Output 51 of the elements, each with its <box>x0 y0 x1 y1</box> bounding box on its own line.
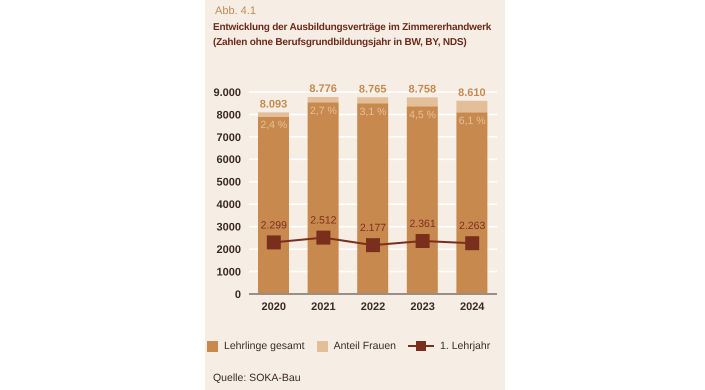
y-tick-label: 3000 <box>216 222 241 234</box>
data-label: 2.263 <box>459 220 486 232</box>
total-label: 8.093 <box>260 98 288 110</box>
x-tick-label: 2020 <box>262 300 286 313</box>
point <box>366 238 380 252</box>
point <box>465 236 480 250</box>
bar <box>357 97 388 104</box>
bar <box>456 100 488 112</box>
x-tick-label: 2024 <box>460 300 486 313</box>
y-tick-label: 8000 <box>216 109 241 122</box>
point <box>266 235 281 250</box>
data-label: 2.299 <box>260 219 288 232</box>
annotation: 6,1 % <box>458 114 486 127</box>
caption: Abb. 4.1 <box>215 5 256 17</box>
bar <box>308 97 339 102</box>
annotation: 3,1 % <box>360 106 386 118</box>
y-tick-label: 5000 <box>216 176 241 189</box>
y-tick-label: 9.000 <box>213 86 241 99</box>
legend-label: 1. Lehrjahr <box>440 340 490 352</box>
legend-label: Lehrlinge gesamt <box>224 340 305 352</box>
bar <box>308 102 339 294</box>
bar <box>258 112 289 117</box>
bar <box>357 103 388 294</box>
annotation: 2,4 % <box>260 119 288 132</box>
y-tick-label: 1000 <box>216 266 241 278</box>
point <box>416 234 430 248</box>
bar <box>456 112 488 294</box>
annotation: 4,5 % <box>409 108 436 121</box>
total-label: 8.758 <box>408 83 436 96</box>
data-label: 2.512 <box>310 214 337 227</box>
source-note: Quelle: SOKA-Bau <box>213 372 301 384</box>
y-tick-label: 4000 <box>216 199 241 212</box>
y-tick-label: 6000 <box>216 154 241 166</box>
total-label: 8.776 <box>309 83 337 96</box>
y-tick-label: 0 <box>234 288 241 301</box>
x-tick-label: 2021 <box>311 300 336 313</box>
bar <box>258 116 289 294</box>
legend-label: Anteil Frauen <box>334 340 396 352</box>
x-tick-label: 2022 <box>360 300 386 313</box>
point <box>316 230 330 245</box>
bar <box>406 106 438 294</box>
y-tick-label: 7000 <box>216 132 241 144</box>
data-label: 2.361 <box>409 218 436 230</box>
x-tick-label: 2023 <box>410 300 435 313</box>
total-label: 8.610 <box>458 86 486 99</box>
y-tick-label: 2000 <box>216 244 241 256</box>
data-label: 2.177 <box>360 222 386 234</box>
annotation: 2,7 % <box>310 104 337 117</box>
chart-title: Entwicklung der Ausbildungsverträge im Zimmererhandwerk (Zahlen ohne Berufsgrundbildungsjahr in BW, BY, NDS) <box>213 21 492 50</box>
bar <box>406 97 438 106</box>
total-label: 8.765 <box>358 83 386 96</box>
